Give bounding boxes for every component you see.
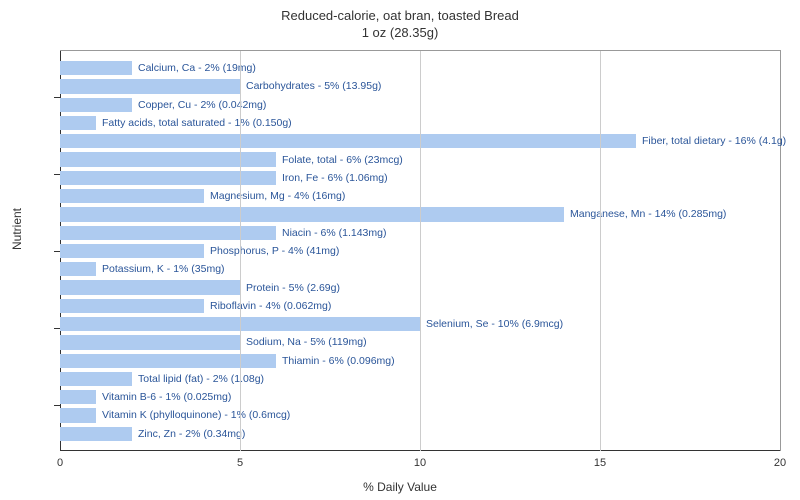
bar xyxy=(60,152,276,166)
bar xyxy=(60,79,240,93)
bar-label: Protein - 5% (2.69g) xyxy=(240,282,340,294)
bar-label: Copper, Cu - 2% (0.042mg) xyxy=(132,99,266,111)
bar xyxy=(60,189,204,203)
y-tick xyxy=(54,251,60,252)
bar xyxy=(60,335,240,349)
bar-label: Manganese, Mn - 14% (0.285mg) xyxy=(564,208,726,220)
bar-label: Vitamin B-6 - 1% (0.025mg) xyxy=(96,391,231,403)
chart-container: Reduced-calorie, oat bran, toasted Bread… xyxy=(0,0,800,500)
bar-label: Potassium, K - 1% (35mg) xyxy=(96,263,225,275)
bar-label: Iron, Fe - 6% (1.06mg) xyxy=(276,172,388,184)
gridline xyxy=(240,51,241,451)
title-line-1: Reduced-calorie, oat bran, toasted Bread xyxy=(281,8,519,23)
bar-label: Selenium, Se - 10% (6.9mcg) xyxy=(420,318,563,330)
bar xyxy=(60,61,132,75)
bar-label: Carbohydrates - 5% (13.95g) xyxy=(240,80,381,92)
bar xyxy=(60,262,96,276)
bar xyxy=(60,134,636,148)
bar xyxy=(60,244,204,258)
bar-label: Sodium, Na - 5% (119mg) xyxy=(240,336,367,348)
bar xyxy=(60,390,96,404)
x-axis-label: % Daily Value xyxy=(363,480,437,494)
bar xyxy=(60,372,132,386)
bar xyxy=(60,171,276,185)
bar-label: Total lipid (fat) - 2% (1.08g) xyxy=(132,373,264,385)
bar-label: Fatty acids, total saturated - 1% (0.150… xyxy=(96,117,292,129)
title-line-2: 1 oz (28.35g) xyxy=(362,25,439,40)
bar-label: Niacin - 6% (1.143mg) xyxy=(276,227,386,239)
y-tick xyxy=(54,405,60,406)
bar-label: Fiber, total dietary - 16% (4.1g) xyxy=(636,135,786,147)
y-axis-label: Nutrient xyxy=(10,208,24,250)
y-tick xyxy=(54,97,60,98)
y-tick xyxy=(54,328,60,329)
plot-area: Calcium, Ca - 2% (19mg) Carbohydrates - 5… xyxy=(60,50,781,451)
x-tick-label: 10 xyxy=(414,457,426,469)
bar xyxy=(60,116,96,130)
bar xyxy=(60,427,132,441)
bar xyxy=(60,280,240,294)
bar xyxy=(60,299,204,313)
x-tick-label: 20 xyxy=(774,457,786,469)
bar xyxy=(60,226,276,240)
bar-label: Vitamin K (phylloquinone) - 1% (0.6mcg) xyxy=(96,409,290,421)
bar-label: Thiamin - 6% (0.096mg) xyxy=(276,355,395,367)
bar-label: Magnesium, Mg - 4% (16mg) xyxy=(204,190,345,202)
bar xyxy=(60,354,276,368)
bar-label: Zinc, Zn - 2% (0.34mg) xyxy=(132,428,245,440)
bar-label: Calcium, Ca - 2% (19mg) xyxy=(132,62,256,74)
x-tick-label: 5 xyxy=(237,457,243,469)
x-tick-label: 0 xyxy=(57,457,63,469)
bar-label: Folate, total - 6% (23mcg) xyxy=(276,154,403,166)
gridline xyxy=(600,51,601,451)
chart-title: Reduced-calorie, oat bran, toasted Bread… xyxy=(0,0,800,42)
bar-label: Phosphorus, P - 4% (41mg) xyxy=(204,245,339,257)
x-tick-label: 15 xyxy=(594,457,606,469)
bar xyxy=(60,408,96,422)
bar xyxy=(60,98,132,112)
bar xyxy=(60,207,564,221)
bar-label: Riboflavin - 4% (0.062mg) xyxy=(204,300,331,312)
gridline xyxy=(420,51,421,451)
y-tick xyxy=(54,174,60,175)
